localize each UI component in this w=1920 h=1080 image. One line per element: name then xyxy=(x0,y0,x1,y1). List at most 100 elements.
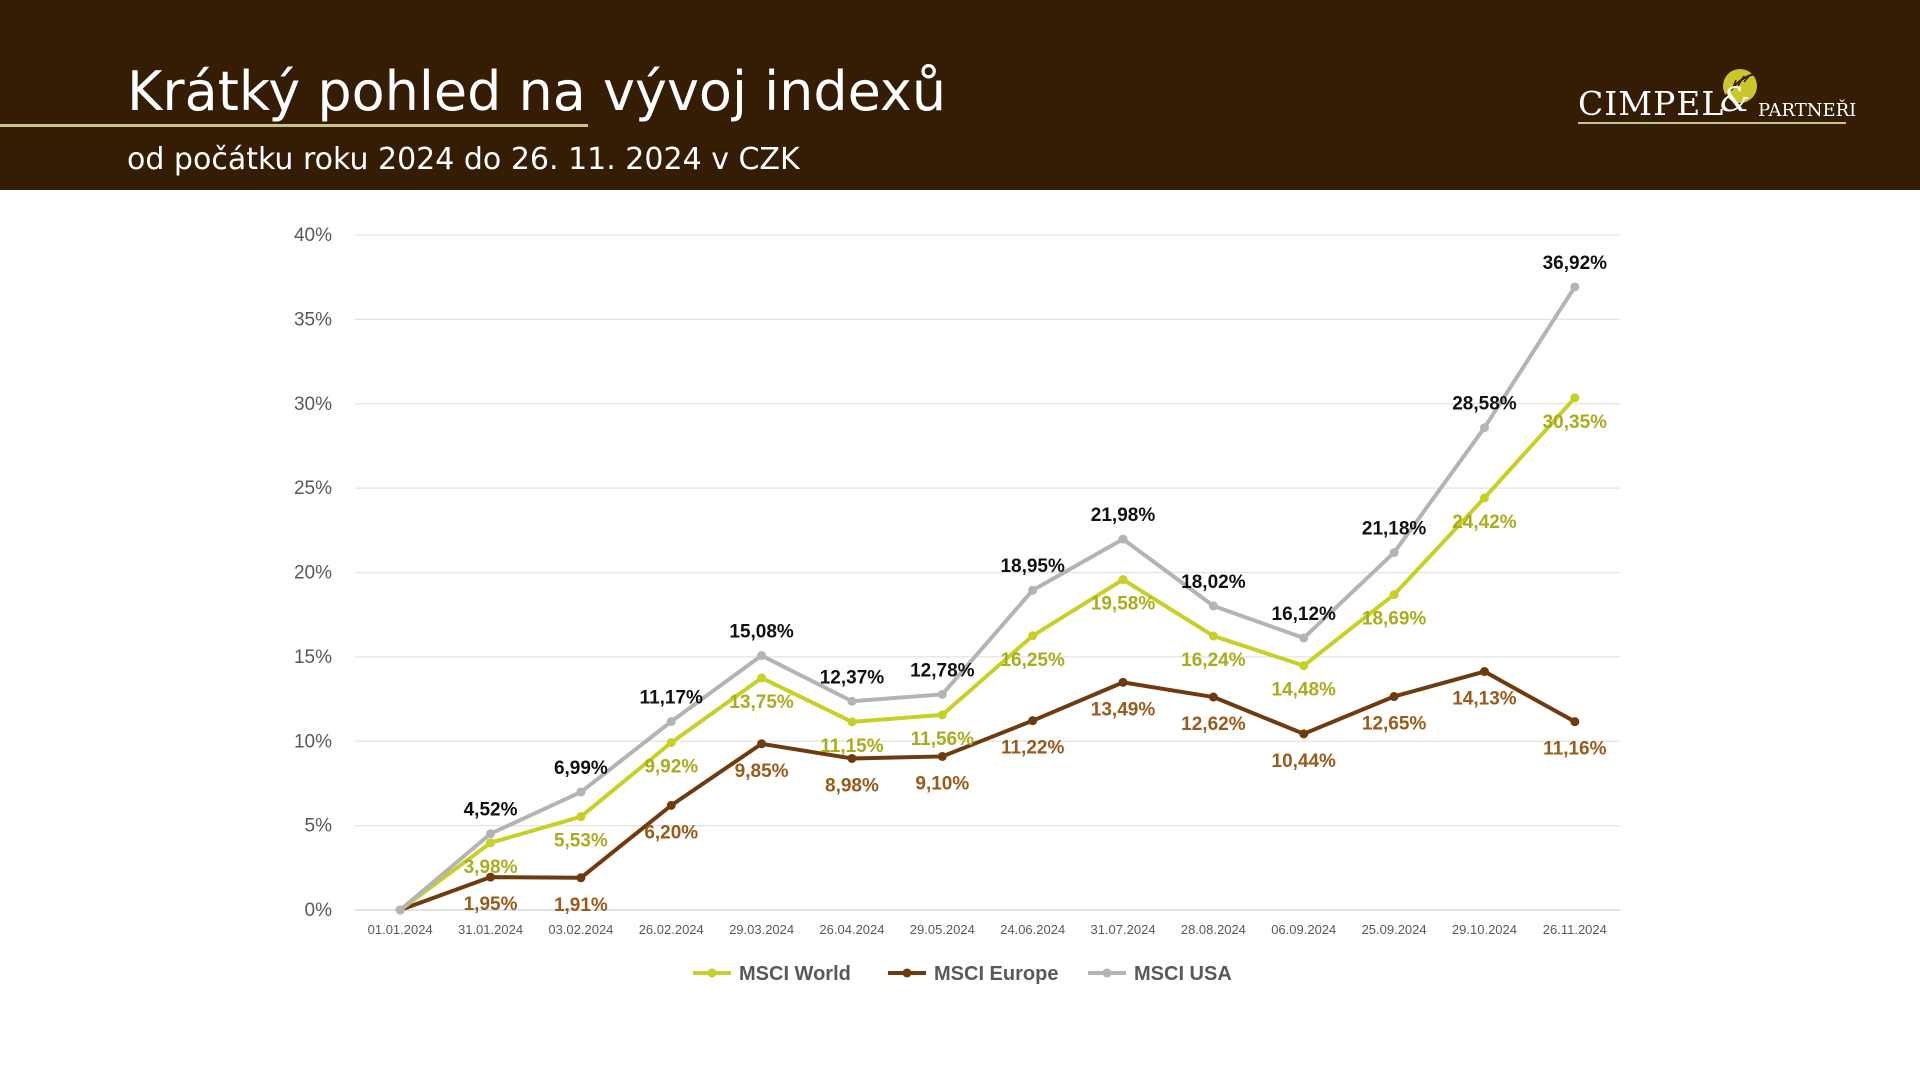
data-label-world: 16,24% xyxy=(1181,650,1246,671)
data-point-europe xyxy=(486,872,496,882)
series-line-world xyxy=(398,396,1577,912)
data-point-europe xyxy=(1118,677,1128,687)
data-point-usa xyxy=(1389,548,1399,558)
y-axis-ticks: 0% 5% 10% 15% 20% 25% 30% 35% 40% xyxy=(294,225,332,921)
data-point-usa xyxy=(1208,601,1218,611)
data-point-world xyxy=(666,738,676,748)
data-point-usa xyxy=(1479,423,1489,433)
data-point-europe xyxy=(757,739,767,749)
page-title: Krátký pohled na vývoj indexů xyxy=(127,60,947,123)
grid-lines xyxy=(355,234,1620,911)
company-logo: CIMPEL & PARTNEŘI xyxy=(1578,69,1856,130)
data-point-europe xyxy=(1299,729,1309,739)
data-label-usa: 28,58% xyxy=(1452,394,1517,415)
x-tick-label: 24.06.2024 xyxy=(1000,922,1065,937)
data-point-usa xyxy=(395,905,405,915)
data-point-world xyxy=(1118,575,1128,585)
data-label-usa: 21,18% xyxy=(1362,519,1427,540)
data-point-world xyxy=(576,812,586,822)
logo-name: CIMPEL xyxy=(1578,84,1725,123)
y-tick-label: 15% xyxy=(294,647,332,668)
data-point-usa xyxy=(576,787,586,797)
data-label-world: 3,98% xyxy=(464,857,518,878)
data-label-usa: 18,95% xyxy=(1000,556,1065,577)
data-label-world: 16,25% xyxy=(1000,650,1065,671)
data-point-europe xyxy=(1570,717,1580,727)
data-point-europe xyxy=(666,800,676,810)
data-label-world: 24,42% xyxy=(1452,512,1517,533)
y-tick-label: 35% xyxy=(294,309,332,330)
legend-label-world: MSCI World xyxy=(739,963,851,985)
data-label-europe: 12,65% xyxy=(1362,714,1427,735)
data-label-europe: 9,10% xyxy=(915,773,969,794)
data-point-usa xyxy=(1028,585,1038,595)
data-label-usa: 12,37% xyxy=(820,667,885,688)
x-tick-label: 06.09.2024 xyxy=(1271,922,1336,937)
x-tick-label: 03.02.2024 xyxy=(548,922,613,937)
data-label-world: 11,56% xyxy=(911,729,974,750)
chart-legend: MSCI World MSCI Europe MSCI USA xyxy=(693,963,1232,985)
data-point-usa xyxy=(937,689,947,699)
y-tick-label: 20% xyxy=(294,563,332,584)
data-label-usa: 6,99% xyxy=(554,758,608,779)
data-point-world xyxy=(937,710,947,720)
data-point-europe xyxy=(847,753,857,763)
x-tick-label: 01.01.2024 xyxy=(368,922,433,937)
data-point-europe xyxy=(1028,716,1038,726)
data-point-usa xyxy=(757,651,767,661)
y-tick-label: 5% xyxy=(305,816,333,837)
data-label-europe: 8,98% xyxy=(825,775,879,796)
data-point-europe xyxy=(1479,667,1489,677)
data-label-europe: 13,49% xyxy=(1091,699,1156,720)
data-label-world: 14,48% xyxy=(1272,680,1337,701)
x-tick-label: 26.02.2024 xyxy=(639,922,704,937)
y-tick-label: 10% xyxy=(294,731,332,752)
data-label-world: 19,58% xyxy=(1091,594,1156,615)
data-point-world xyxy=(1299,661,1309,671)
data-label-world: 30,35% xyxy=(1543,412,1608,433)
legend-label-europe: MSCI Europe xyxy=(934,963,1058,985)
y-tick-label: 30% xyxy=(294,394,332,415)
series-line-europe xyxy=(399,669,1576,912)
data-point-world xyxy=(1570,393,1580,403)
line-chart: 0% 5% 10% 15% 20% 25% 30% 35% 40% 01.01.2024 31.0… xyxy=(294,225,1620,985)
data-label-usa: 15,08% xyxy=(729,622,794,643)
data-point-world xyxy=(847,717,857,727)
series-lines xyxy=(398,285,1577,912)
series-points xyxy=(395,282,1580,915)
data-point-europe xyxy=(937,751,947,761)
data-point-world xyxy=(486,838,496,848)
data-label-world: 11,15% xyxy=(820,736,883,757)
data-label-usa: 11,17% xyxy=(640,688,703,709)
x-tick-label: 26.11.2024 xyxy=(1543,922,1607,937)
x-tick-label: 28.08.2024 xyxy=(1181,922,1246,937)
data-point-usa xyxy=(1299,633,1309,643)
data-point-europe xyxy=(576,873,586,883)
data-point-world xyxy=(1479,493,1489,503)
data-label-europe: 14,13% xyxy=(1452,689,1517,710)
data-label-europe: 6,20% xyxy=(644,822,698,843)
data-label-europe: 10,44% xyxy=(1272,751,1337,772)
data-point-europe xyxy=(1389,692,1399,702)
logo-ampersand: & xyxy=(1720,80,1751,120)
x-tick-label: 26.04.2024 xyxy=(819,922,884,937)
data-label-usa: 18,02% xyxy=(1181,572,1246,593)
y-tick-label: 0% xyxy=(305,900,333,921)
data-label-europe: 1,91% xyxy=(554,895,608,916)
legend-label-usa: MSCI USA xyxy=(1134,963,1232,985)
data-point-usa xyxy=(1570,282,1580,292)
data-point-world xyxy=(1208,631,1218,641)
data-point-world xyxy=(1028,631,1038,641)
data-label-usa: 12,78% xyxy=(910,660,975,681)
x-tick-label: 29.10.2024 xyxy=(1452,922,1517,937)
series-line-usa xyxy=(398,285,1577,912)
data-label-usa: 36,92% xyxy=(1543,253,1608,274)
data-point-usa xyxy=(486,829,496,839)
y-tick-label: 25% xyxy=(294,478,332,499)
data-point-europe xyxy=(1208,692,1218,702)
data-point-usa xyxy=(847,696,857,706)
data-label-world: 9,92% xyxy=(644,757,698,778)
data-label-world: 13,75% xyxy=(729,692,794,713)
y-tick-label: 40% xyxy=(294,225,332,246)
leaf-icon xyxy=(1723,69,1757,103)
